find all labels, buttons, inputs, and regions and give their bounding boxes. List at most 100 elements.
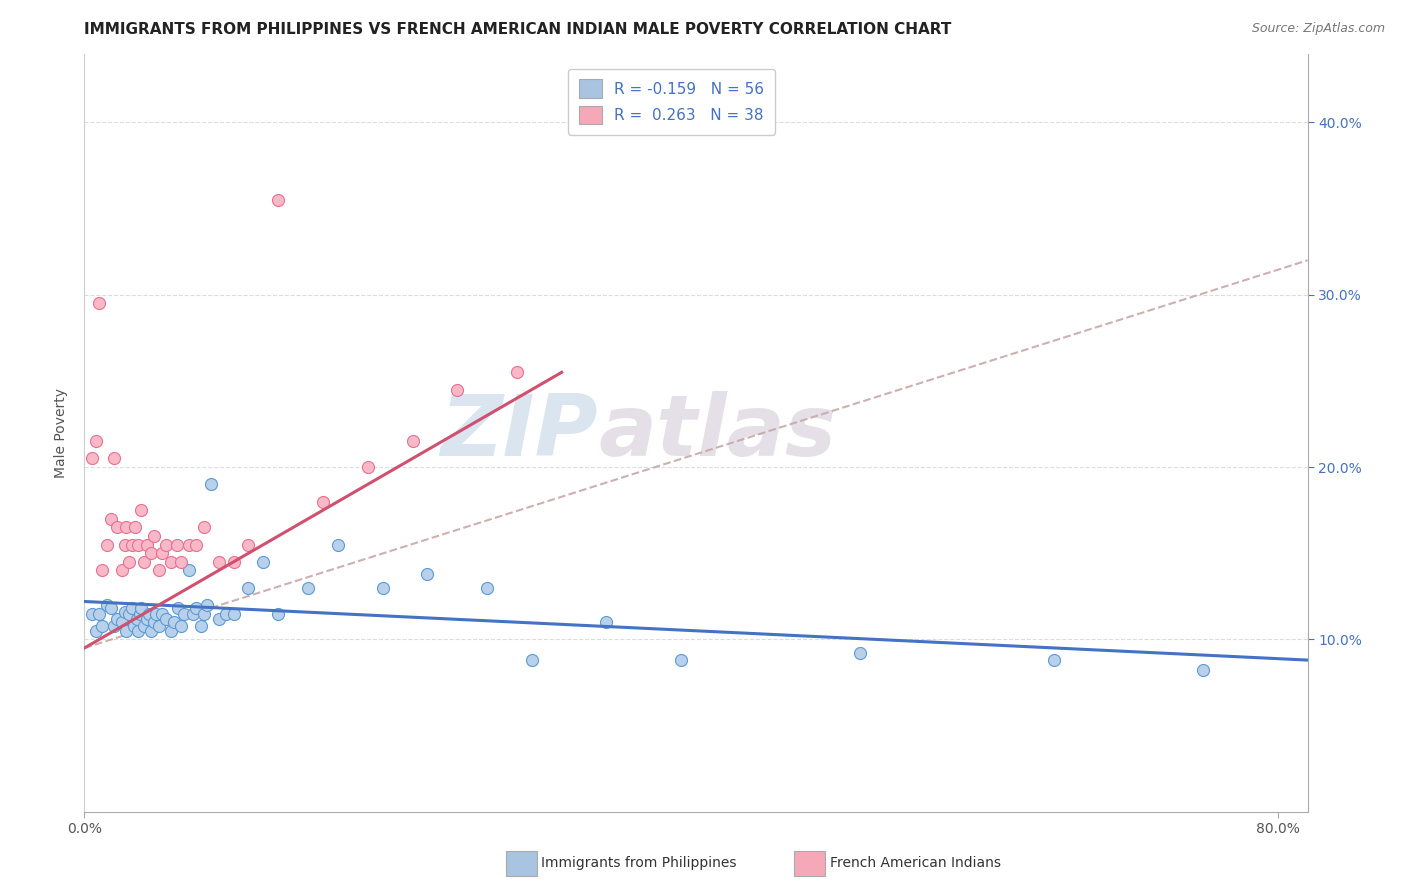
- Point: [125, 612, 148, 626]
- Point: [312, 494, 335, 508]
- Point: [160, 624, 183, 638]
- Point: [91, 564, 114, 578]
- Point: [371, 581, 394, 595]
- Point: [132, 555, 155, 569]
- Point: [122, 618, 145, 632]
- Point: [186, 601, 208, 615]
- Point: [124, 520, 146, 534]
- Point: [177, 564, 200, 578]
- Point: [100, 512, 122, 526]
- Point: [103, 618, 125, 632]
- Point: [141, 546, 163, 560]
- Point: [222, 607, 245, 621]
- Point: [267, 607, 290, 621]
- Point: [326, 538, 349, 552]
- Point: [595, 615, 617, 630]
- Point: [207, 555, 229, 569]
- Point: [238, 581, 260, 595]
- Point: [193, 520, 215, 534]
- Point: [121, 601, 143, 615]
- Point: [118, 555, 141, 569]
- Point: [416, 566, 439, 581]
- Point: [111, 564, 134, 578]
- Y-axis label: Male Poverty: Male Poverty: [55, 388, 69, 477]
- Point: [114, 605, 136, 619]
- Point: [148, 618, 170, 632]
- Point: [143, 529, 166, 543]
- Point: [148, 564, 170, 578]
- Point: [150, 546, 173, 560]
- Point: [267, 193, 290, 207]
- Text: Immigrants from Philippines: Immigrants from Philippines: [541, 856, 737, 871]
- Point: [141, 624, 163, 638]
- Point: [121, 538, 143, 552]
- Point: [150, 607, 173, 621]
- Point: [520, 653, 543, 667]
- Point: [186, 538, 208, 552]
- Point: [215, 607, 238, 621]
- Point: [207, 612, 229, 626]
- Point: [80, 607, 103, 621]
- Point: [128, 607, 150, 621]
- Point: [200, 477, 222, 491]
- Text: French American Indians: French American Indians: [830, 856, 1001, 871]
- Point: [96, 598, 118, 612]
- Point: [129, 601, 152, 615]
- Point: [84, 624, 107, 638]
- Point: [506, 365, 529, 379]
- Point: [446, 383, 468, 397]
- Point: [238, 538, 260, 552]
- Point: [222, 555, 245, 569]
- Point: [170, 555, 193, 569]
- Point: [193, 607, 215, 621]
- Text: IMMIGRANTS FROM PHILIPPINES VS FRENCH AMERICAN INDIAN MALE POVERTY CORRELATION C: IMMIGRANTS FROM PHILIPPINES VS FRENCH AM…: [84, 22, 952, 37]
- Point: [127, 624, 149, 638]
- Point: [138, 607, 160, 621]
- Point: [143, 615, 166, 630]
- Point: [163, 615, 186, 630]
- Point: [475, 581, 498, 595]
- Point: [103, 451, 125, 466]
- Point: [100, 601, 122, 615]
- Point: [1192, 664, 1215, 678]
- Point: [357, 460, 380, 475]
- Point: [129, 503, 152, 517]
- Point: [114, 538, 136, 552]
- Point: [170, 618, 193, 632]
- Point: [1043, 653, 1066, 667]
- Point: [136, 538, 159, 552]
- Point: [173, 607, 195, 621]
- Point: [91, 618, 114, 632]
- Point: [89, 296, 111, 310]
- Point: [195, 598, 218, 612]
- Point: [155, 538, 177, 552]
- Text: atlas: atlas: [598, 391, 837, 475]
- Point: [401, 434, 423, 449]
- Point: [80, 451, 103, 466]
- Text: ZIP: ZIP: [440, 391, 598, 475]
- Point: [127, 538, 149, 552]
- Point: [105, 612, 128, 626]
- Point: [167, 601, 190, 615]
- Point: [297, 581, 319, 595]
- Point: [115, 520, 138, 534]
- Point: [177, 538, 200, 552]
- Point: [145, 607, 167, 621]
- Point: [160, 555, 183, 569]
- Point: [190, 618, 212, 632]
- Point: [849, 646, 872, 660]
- Point: [181, 607, 204, 621]
- Point: [166, 538, 188, 552]
- Legend: R = -0.159   N = 56, R =  0.263   N = 38: R = -0.159 N = 56, R = 0.263 N = 38: [568, 69, 775, 135]
- Point: [111, 615, 134, 630]
- Point: [84, 434, 107, 449]
- Point: [96, 538, 118, 552]
- Point: [669, 653, 692, 667]
- Point: [118, 607, 141, 621]
- Point: [155, 612, 177, 626]
- Text: Source: ZipAtlas.com: Source: ZipAtlas.com: [1251, 22, 1385, 36]
- Point: [136, 612, 159, 626]
- Point: [105, 520, 128, 534]
- Point: [252, 555, 274, 569]
- Point: [89, 607, 111, 621]
